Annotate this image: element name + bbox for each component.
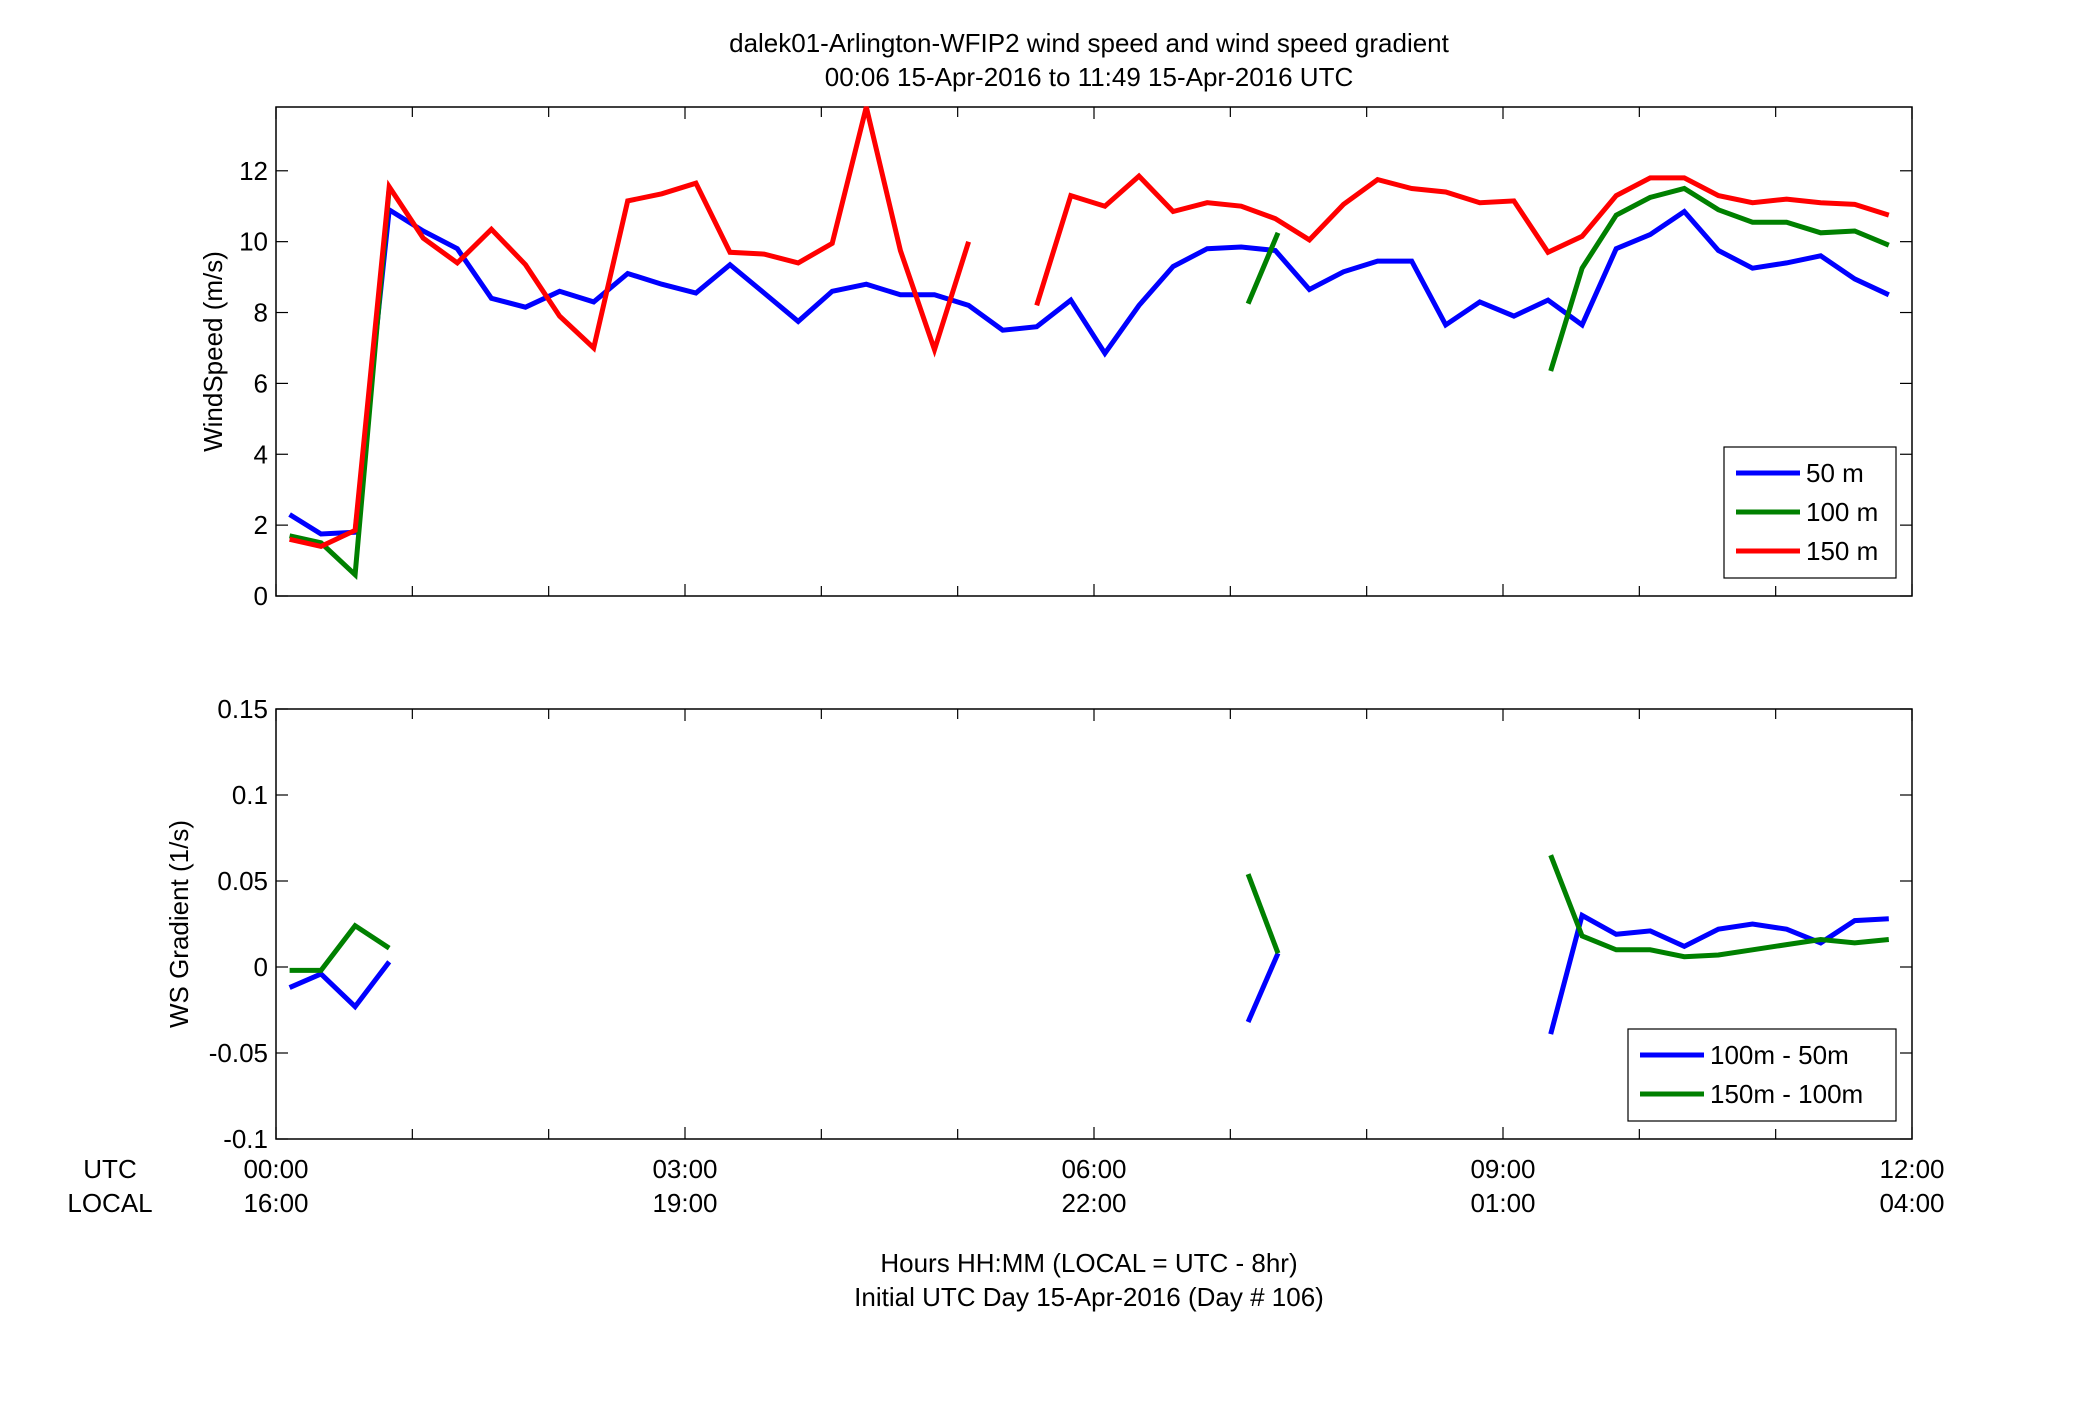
chart-title-line1: dalek01-Arlington-WFIP2 wind speed and w… (729, 28, 1450, 58)
legend: 100m - 50m 150m - 100m (1627, 1028, 1897, 1122)
series-line-50-m (288, 205, 1890, 537)
legend: 50 m 100 m 150 m (1723, 446, 1897, 579)
x-tick-label-local: 22:00 (1061, 1188, 1126, 1218)
x-tick-label-utc: 12:00 (1879, 1154, 1944, 1184)
y-tick-label: 0.1 (232, 780, 268, 810)
legend-label: 100 m (1806, 497, 1878, 527)
y-axis-label: WS Gradient (1/s) (164, 820, 194, 1028)
series-line-150m-100m (289, 922, 391, 973)
y-axis-label: WindSpeed (m/s) (198, 251, 228, 452)
x-tick-label-utc: 03:00 (652, 1154, 717, 1184)
y-tick-label: 10 (239, 227, 268, 257)
utc-row-label: UTC (83, 1154, 136, 1184)
y-tick-label: -0.05 (209, 1038, 268, 1068)
x-tick-label-utc: 06:00 (1061, 1154, 1126, 1184)
x-tick-label-local: 19:00 (652, 1188, 717, 1218)
y-tick-label: 8 (254, 298, 268, 328)
y-tick-label: 0 (254, 952, 268, 982)
y-tick-label: 0.15 (217, 694, 268, 724)
y-tick-label: -0.1 (223, 1124, 268, 1154)
local-row-label: LOCAL (67, 1188, 152, 1218)
x-axis-label: Hours HH:MM (LOCAL = UTC - 8hr) (880, 1248, 1297, 1278)
plot-area (275, 106, 1913, 597)
x-tick-label-local: 04:00 (1879, 1188, 1944, 1218)
series-line-100m-50m (1245, 952, 1281, 1023)
series-line-100-m (1548, 185, 1890, 372)
series-line-150m-100m (1548, 854, 1890, 960)
y-tick-label: 4 (254, 439, 268, 469)
series-line-100-m (1245, 231, 1281, 305)
x-tick-label-utc: 09:00 (1470, 1154, 1535, 1184)
gradient-panel: 00:00 03:00 06:00 09:00 12:00 16:00 19:00 22:00… (164, 694, 1945, 1218)
y-tick-label: 2 (254, 510, 268, 540)
series-line-150m-100m (1245, 873, 1281, 955)
chart-title-line2: 00:06 15-Apr-2016 to 11:49 15-Apr-2016 U… (825, 62, 1354, 92)
x-tick-label-utc: 00:00 (243, 1154, 308, 1184)
windspeed-panel: 0 2 4 6 8 10 12 WindSpeed (m/s) 50 m 100 m 150 m (198, 106, 1913, 611)
legend-box (1627, 1028, 1897, 1122)
legend-label: 50 m (1806, 458, 1864, 488)
series-line-150-m (1034, 172, 1890, 307)
series-line-100m-50m (288, 960, 392, 1011)
series-line-100m-50m (1548, 911, 1889, 1035)
legend-label: 150 m (1806, 536, 1878, 566)
y-tick-label: 0 (254, 581, 268, 611)
x-axis-sublabel: Initial UTC Day 15-Apr-2016 (Day # 106) (854, 1282, 1324, 1312)
series-line-150-m (289, 106, 971, 550)
y-tick-label: 12 (239, 156, 268, 186)
x-tick-label-local: 16:00 (243, 1188, 308, 1218)
y-tick-label: 6 (254, 368, 268, 398)
y-tick-label: 0.05 (217, 866, 268, 896)
x-tick-label-local: 01:00 (1470, 1188, 1535, 1218)
legend-label: 100m - 50m (1710, 1040, 1849, 1070)
legend-label: 150m - 100m (1710, 1079, 1863, 1109)
